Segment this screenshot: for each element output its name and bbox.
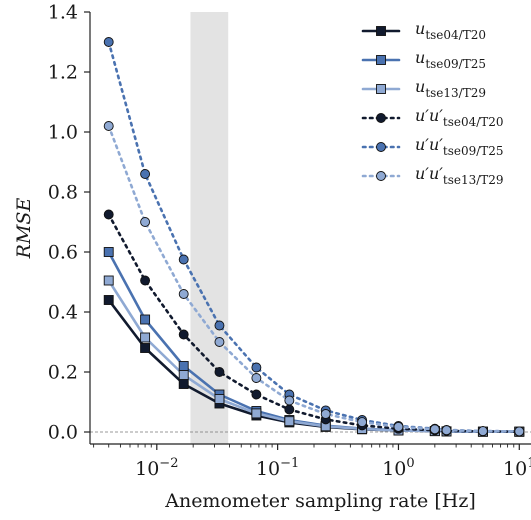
data-point-s2-3 xyxy=(214,394,225,404)
series-line-3 xyxy=(107,213,521,434)
legend-label-1: utse09/T25 xyxy=(415,48,486,71)
data-point-s5-10 xyxy=(441,425,452,436)
data-point-s5-11 xyxy=(477,426,488,437)
legend-label-2: utse13/T29 xyxy=(415,77,486,100)
data-point-s5-9 xyxy=(429,424,440,435)
x-axis-title: Anemometer sampling rate [Hz] xyxy=(164,490,476,512)
y-tick-label-6: 1.2 xyxy=(48,62,78,84)
legend-label-0: utse04/T20 xyxy=(415,19,486,42)
data-point-s1-1 xyxy=(140,314,151,325)
legend-marker-0 xyxy=(376,26,386,36)
data-point-s2-5 xyxy=(284,416,295,427)
data-point-s3-1 xyxy=(140,275,151,286)
data-point-s2-2 xyxy=(178,370,189,380)
data-point-s5-4 xyxy=(251,373,262,383)
y-tick-label-5: 1.0 xyxy=(48,122,78,144)
data-point-s5-12 xyxy=(514,426,525,437)
x-tick-label-1: 10−1 xyxy=(256,456,299,480)
legend-marker-1 xyxy=(376,55,386,65)
y-tick-label-1: 0.2 xyxy=(48,362,78,384)
y-tick-label-4: 0.8 xyxy=(48,182,78,204)
legend-marker-3 xyxy=(376,113,386,123)
data-point-s4-0 xyxy=(103,37,114,47)
legend-marker-5 xyxy=(376,171,386,181)
data-point-s3-3 xyxy=(214,367,225,377)
data-point-s0-2 xyxy=(178,379,189,389)
data-point-s3-2 xyxy=(178,329,189,340)
data-point-s4-4 xyxy=(251,362,262,373)
x-tick-label-3: 101 xyxy=(503,456,531,480)
data-point-s0-1 xyxy=(140,343,151,353)
data-point-s5-7 xyxy=(357,417,368,428)
data-point-s4-3 xyxy=(214,320,225,331)
data-point-s2-1 xyxy=(140,332,151,343)
data-point-s2-0 xyxy=(103,275,114,286)
data-point-s5-5 xyxy=(284,395,295,406)
data-point-s4-1 xyxy=(140,169,151,179)
data-point-s3-5 xyxy=(284,404,295,415)
data-point-s2-4 xyxy=(251,408,262,419)
y-tick-label-3: 0.6 xyxy=(48,242,78,264)
data-point-s5-8 xyxy=(393,421,404,432)
y-tick-label-2: 0.4 xyxy=(48,302,78,324)
data-point-s1-2 xyxy=(178,361,189,371)
legend-label-4: u′u′tse09/T25 xyxy=(415,135,504,158)
series-line-1 xyxy=(107,250,521,434)
data-point-s5-6 xyxy=(320,409,331,419)
y-axis-title: RMSE xyxy=(13,198,35,260)
series-line-2 xyxy=(107,279,521,434)
legend-marker-4 xyxy=(376,142,386,152)
data-point-s4-2 xyxy=(178,254,189,265)
series-line-0 xyxy=(107,298,521,434)
shaded-region xyxy=(190,12,229,444)
data-point-s5-3 xyxy=(214,337,225,347)
x-tick-label-0: 10−2 xyxy=(135,456,178,480)
series-line-5 xyxy=(107,124,521,433)
data-point-s1-0 xyxy=(103,247,114,257)
y-tick-label-0: 0.0 xyxy=(48,422,78,444)
legend-marker-2 xyxy=(376,84,386,94)
data-point-s3-0 xyxy=(103,209,114,220)
data-point-s5-2 xyxy=(178,289,189,299)
legend-label-5: u′u′tse13/T29 xyxy=(415,164,504,187)
legend-label-3: u′u′tse04/T20 xyxy=(415,106,504,129)
x-tick-label-2: 100 xyxy=(382,456,414,480)
data-point-s5-1 xyxy=(140,217,151,227)
data-point-s0-0 xyxy=(103,295,114,305)
y-tick-label-7: 1.4 xyxy=(48,2,78,24)
data-point-s3-4 xyxy=(251,389,262,400)
data-point-s5-0 xyxy=(103,121,114,131)
